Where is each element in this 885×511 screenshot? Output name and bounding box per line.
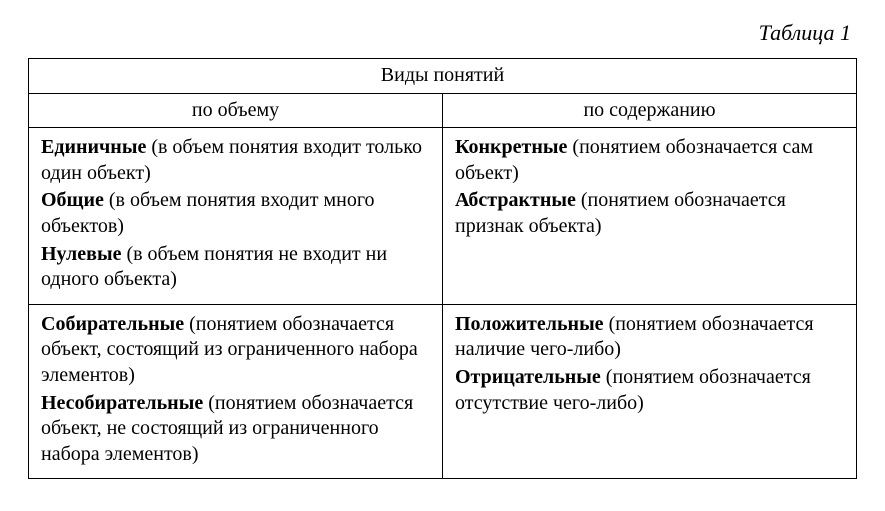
table-caption: Таблица 1 (28, 20, 857, 46)
term: Конкретные (455, 136, 567, 158)
term: Несобирательные (41, 392, 203, 414)
column-header-volume: по объему (29, 93, 443, 128)
concepts-table: Виды понятий по объему по содержанию Еди… (28, 58, 857, 479)
entry: Абстрактные (понятием обозначается призн… (455, 188, 844, 239)
entry: Нулевые (в объем понятия не входит ни од… (41, 242, 430, 293)
entry: Конкретные (понятием обозначается сам об… (455, 135, 844, 186)
entry: Отрицательные (понятием обозначается отс… (455, 365, 844, 416)
term: Положительные (455, 313, 604, 335)
entry: Положительные (понятием обозначается нал… (455, 312, 844, 363)
cell-r1-left: Единичные (в объем понятия входит только… (29, 128, 443, 305)
entry: Общие (в объем понятия входит много объе… (41, 188, 430, 239)
term: Единичные (41, 136, 146, 158)
entry: Собирательные (понятием обозначается объ… (41, 312, 430, 389)
term: Отрицательные (455, 366, 601, 388)
term: Нулевые (41, 243, 121, 265)
cell-r2-left: Собирательные (понятием обозначается объ… (29, 304, 443, 479)
column-header-content: по содержанию (443, 93, 857, 128)
entry: Единичные (в объем понятия входит только… (41, 135, 430, 186)
term: Общие (41, 189, 104, 211)
term: Абстрактные (455, 189, 576, 211)
cell-r1-right: Конкретные (понятием обозначается сам об… (443, 128, 857, 305)
entry: Несобирательные (понятием обозначается о… (41, 391, 430, 468)
table-title: Виды понятий (29, 59, 857, 94)
term: Собирательные (41, 313, 184, 335)
cell-r2-right: Положительные (понятием обозначается нал… (443, 304, 857, 479)
